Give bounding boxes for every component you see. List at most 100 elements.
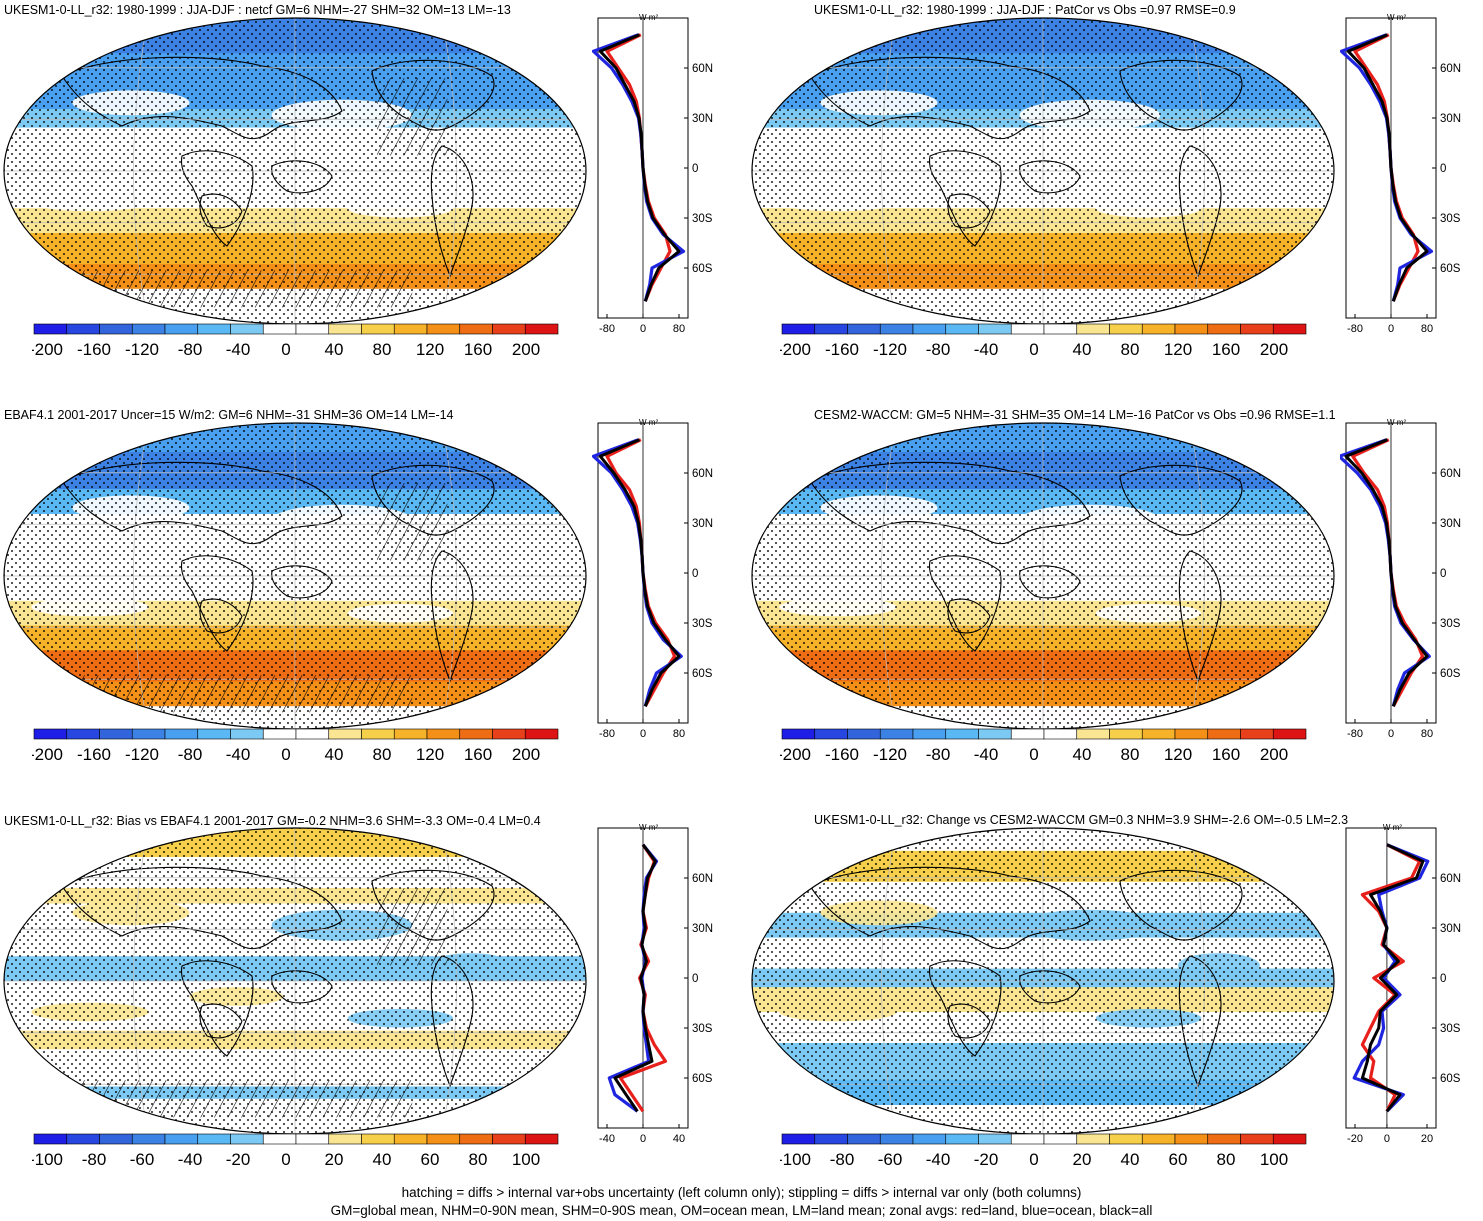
lat-tick-label: 0	[1440, 568, 1446, 580]
lat-tick-label: 30N	[692, 923, 713, 935]
lat-tick-label: 30N	[1440, 113, 1461, 125]
colorbar-swatch	[99, 323, 133, 335]
zonal-tick-label: -80	[599, 728, 615, 740]
zonal-tick-label: -80	[1347, 728, 1363, 740]
colorbar-swatch	[978, 323, 1012, 335]
colorbar-swatch	[1043, 728, 1078, 740]
zonal-tick-label: 80	[1421, 323, 1433, 335]
colorbar-label: -80	[926, 745, 951, 764]
hatching	[4, 675, 413, 713]
colorbar-swatch	[459, 1133, 493, 1145]
lat-tick-label: 60S	[692, 263, 713, 275]
colorbar-label: 80	[1217, 1150, 1236, 1169]
hatching	[377, 78, 448, 156]
colorbar-swatch	[781, 1133, 816, 1145]
lat-tick-label: 60N	[692, 468, 713, 480]
zonal-unit-label: W m²	[1387, 418, 1406, 427]
colorbar-label: 0	[1029, 745, 1038, 764]
lat-tick-label: 0	[692, 973, 698, 985]
panel-title: UKESM1-0-LL_r32: 1980-1999 : JJA-DJF : P…	[814, 3, 1236, 17]
colorbar-label: -60	[878, 1150, 903, 1169]
colorbar-label: -40	[178, 1150, 203, 1169]
lat-tick-label: 30N	[1440, 923, 1461, 935]
colorbar-swatch	[1141, 728, 1176, 740]
colorbar-swatch	[1272, 728, 1307, 740]
colorbar-label: -80	[926, 340, 951, 359]
colorbar-swatch	[814, 728, 848, 740]
world-map	[3, 827, 587, 1135]
colorbar-label: -80	[178, 745, 203, 764]
lat-tick-label: 30S	[1440, 1023, 1461, 1035]
colorbar-swatch	[295, 1133, 330, 1145]
lat-tick-label: 60N	[692, 873, 713, 885]
colorbar-swatch	[361, 323, 395, 335]
colorbar-label: 40	[1073, 745, 1092, 764]
colorbar-swatch	[393, 1133, 428, 1145]
zonal-line-all	[598, 438, 681, 707]
colorbar-swatch	[262, 323, 297, 335]
colorbar-label: 80	[373, 340, 392, 359]
zonal-unit-label: W m²	[639, 13, 658, 22]
world-map	[751, 17, 1335, 325]
world-map	[3, 17, 587, 325]
lat-tick-label: 0	[1440, 973, 1446, 985]
colorbar-label: 120	[416, 340, 444, 359]
colorbar-swatch	[230, 728, 264, 740]
zonal-mean-plot: W m² 60N 30N 0 30S 60S -80 0 80	[592, 418, 713, 740]
zonal-unit-label: W m²	[639, 418, 658, 427]
colorbar-label: -40	[974, 745, 999, 764]
colorbar-swatch	[945, 1133, 979, 1145]
world-map	[751, 827, 1335, 1135]
colorbar-label: 0	[281, 340, 290, 359]
colorbar-label: 200	[1260, 745, 1288, 764]
colorbar-label: 100	[1260, 1150, 1288, 1169]
panel-title: UKESM1-0-LL_r32: Bias vs EBAF4.1 2001-20…	[4, 814, 541, 828]
colorbar-label: -120	[125, 340, 159, 359]
colorbar-label: -40	[926, 1150, 951, 1169]
colorbar-label: -160	[77, 340, 111, 359]
colorbar-label: -80	[82, 1150, 107, 1169]
colorbar-swatch	[361, 728, 395, 740]
colorbar-label: -200	[32, 745, 63, 764]
hatching	[4, 1080, 413, 1118]
colorbar-label: -100	[780, 1150, 811, 1169]
colorbar-swatch	[781, 728, 816, 740]
stippling	[752, 828, 1334, 1134]
colorbar-swatch	[33, 1133, 68, 1145]
colorbar-label: 160	[464, 745, 492, 764]
colorbar: -100 -80 -60 -40 -20 0 20 40 60 80 100	[32, 1133, 559, 1169]
colorbar-swatch	[197, 323, 231, 335]
zonal-tick-label: -20	[1347, 1133, 1363, 1145]
colorbar-swatch	[328, 728, 362, 740]
colorbar-swatch	[912, 728, 947, 740]
zonal-tick-label: 0	[1384, 1133, 1390, 1145]
zonal-mean-plot: W m² 60N 30N 0 30S 60S -40 0 40	[597, 823, 713, 1145]
colorbar-swatch	[197, 728, 231, 740]
colorbar-label: 0	[1029, 340, 1038, 359]
zonal-unit-label: W m²	[1383, 823, 1402, 832]
colorbar-label: -40	[226, 340, 251, 359]
colorbar-swatch	[847, 728, 881, 740]
zonal-line-all	[1346, 33, 1429, 302]
panel-5: UKESM1-0-LL_r32: Bias vs EBAF4.1 2001-20…	[0, 810, 740, 1210]
colorbar-label: 20	[1073, 1150, 1092, 1169]
colorbar-swatch	[262, 728, 297, 740]
lat-tick-label: 60N	[1440, 63, 1461, 75]
colorbar-swatch	[1207, 1133, 1241, 1145]
zonal-mean-plot: W m² 60N 30N 0 30S 60S -80 0 80	[1340, 418, 1461, 740]
colorbar-swatch	[393, 323, 428, 335]
colorbar-label: 100	[512, 1150, 540, 1169]
zonal-mean-plot: W m² 60N 30N 0 30S 60S -20 0 20	[1345, 823, 1461, 1145]
colorbar-label: 0	[1029, 1150, 1038, 1169]
colorbar-label: -160	[825, 340, 859, 359]
colorbar-swatch	[1109, 1133, 1143, 1145]
colorbar-label: -120	[873, 340, 907, 359]
colorbar-swatch	[814, 1133, 848, 1145]
stippling	[752, 18, 1334, 324]
colorbar-swatch	[1043, 1133, 1078, 1145]
colorbar-label: -20	[226, 1150, 251, 1169]
colorbar-label: 200	[512, 340, 540, 359]
colorbar-swatch	[1076, 323, 1110, 335]
lat-tick-label: 30S	[692, 1023, 713, 1035]
colorbar-label: 40	[373, 1150, 392, 1169]
